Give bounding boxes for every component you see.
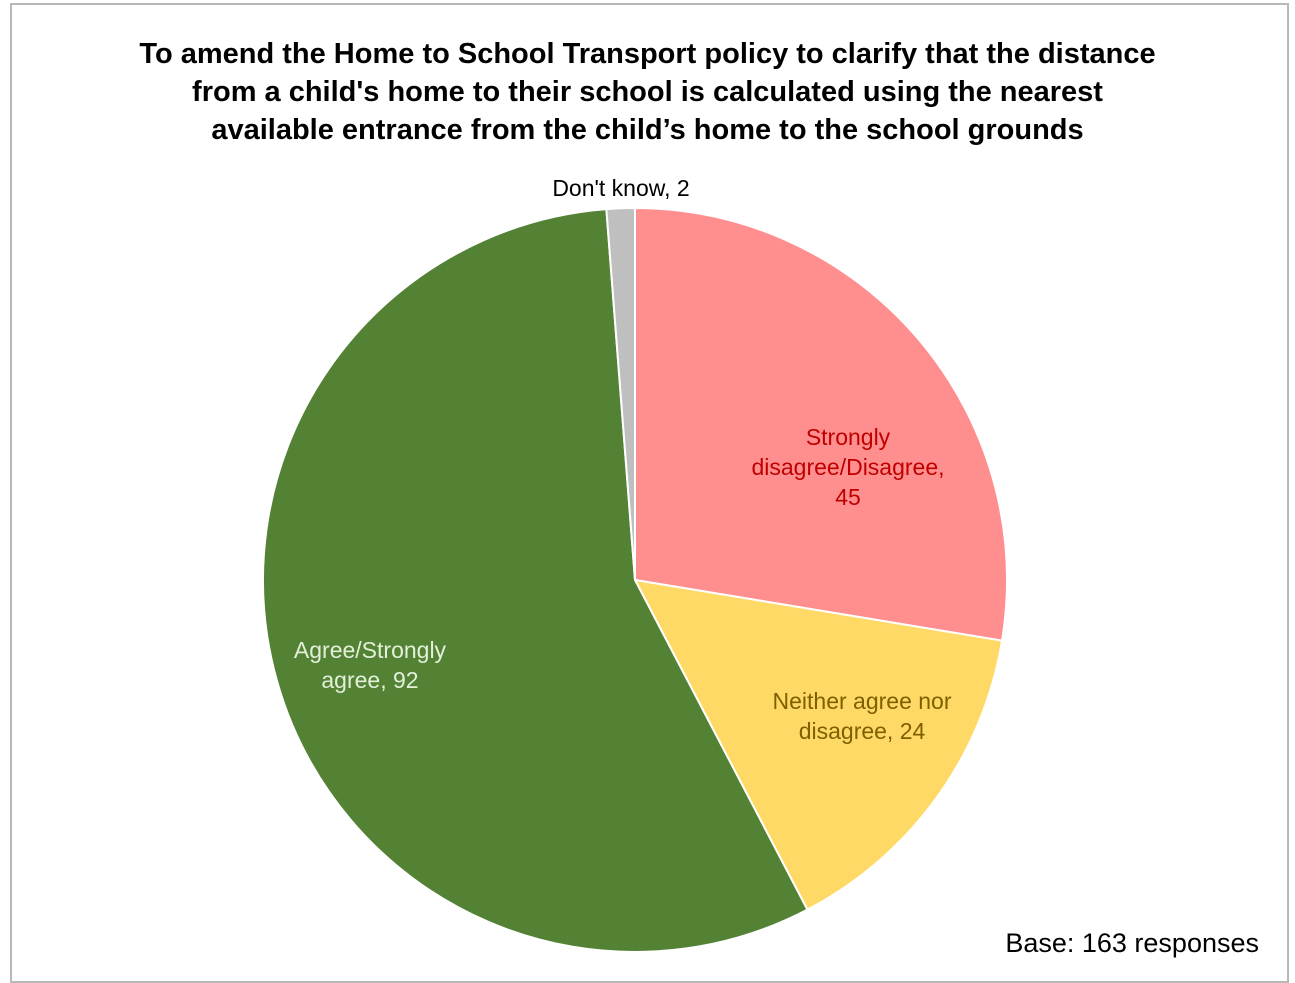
data-label-line: Strongly — [806, 424, 891, 450]
base-note: Base: 163 responses — [1005, 928, 1259, 958]
pie-slice-disagree — [634, 206, 1008, 642]
data-label-line: Neither agree nor — [773, 688, 952, 714]
data-label-disagree: Strongly disagree/Disagree, 45 — [751, 424, 944, 510]
data-label-line: disagree/Disagree, — [751, 454, 944, 480]
data-label-dont-know: Don't know, 2 — [552, 175, 689, 201]
data-label-line: Don't know, 2 — [552, 175, 689, 201]
data-label-neither: Neither agree nor disagree, 24 — [773, 688, 952, 744]
data-label-line: agree, 92 — [321, 667, 418, 693]
pie-slice-dont-know — [605, 206, 636, 581]
pie-slice-neither — [633, 578, 1004, 911]
pie-slice-agree — [262, 208, 809, 953]
data-label-agree: Agree/Strongly agree, 92 — [294, 637, 447, 693]
data-label-line: 45 — [835, 484, 861, 510]
data-label-line: disagree, 24 — [799, 718, 926, 744]
chart-title: To amend the Home to School Transport po… — [139, 38, 1156, 146]
data-label-line: Agree/Strongly — [294, 637, 447, 663]
